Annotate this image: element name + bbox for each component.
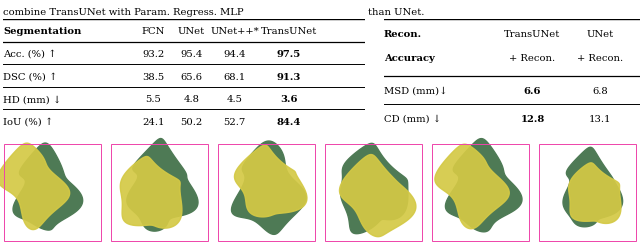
Text: CD (mm) ↓: CD (mm) ↓ [384, 114, 441, 124]
Text: 6.8: 6.8 [593, 86, 608, 95]
Text: combine TransUNet with Param. Regress. MLP: combine TransUNet with Param. Regress. M… [3, 8, 244, 16]
Polygon shape [435, 144, 509, 229]
Text: 95.4: 95.4 [180, 50, 202, 59]
Polygon shape [563, 148, 623, 227]
Polygon shape [234, 146, 307, 217]
Text: 50.2: 50.2 [180, 117, 202, 126]
Text: MSD (mm)↓: MSD (mm)↓ [384, 86, 447, 95]
Polygon shape [0, 144, 70, 230]
Bar [432, 144, 529, 241]
Text: + Recon.: + Recon. [509, 54, 556, 62]
Polygon shape [569, 163, 621, 224]
Text: UNet: UNet [587, 30, 614, 39]
Polygon shape [232, 142, 307, 234]
Text: IoU (%) ↑: IoU (%) ↑ [3, 117, 54, 126]
Polygon shape [13, 144, 83, 230]
Text: 5.5: 5.5 [145, 95, 161, 104]
Text: than UNet.: than UNet. [368, 8, 424, 16]
Text: 4.5: 4.5 [227, 95, 243, 104]
Polygon shape [445, 139, 522, 232]
Text: 93.2: 93.2 [142, 50, 164, 59]
Text: 52.7: 52.7 [223, 117, 246, 126]
Text: 68.1: 68.1 [223, 72, 246, 81]
Text: HD (mm) ↓: HD (mm) ↓ [3, 95, 61, 104]
Text: 97.5: 97.5 [276, 50, 301, 59]
Text: + Recon.: + Recon. [577, 54, 623, 62]
Bar [4, 144, 101, 241]
Text: 4.8: 4.8 [183, 95, 199, 104]
Text: 84.4: 84.4 [276, 117, 301, 126]
Text: 6.6: 6.6 [524, 86, 541, 95]
Polygon shape [127, 139, 198, 231]
Text: FCN: FCN [141, 27, 165, 36]
Text: 38.5: 38.5 [142, 72, 164, 81]
Text: 94.4: 94.4 [223, 50, 246, 59]
Bar [218, 144, 315, 241]
Bar [111, 144, 208, 241]
Text: UNet: UNet [178, 27, 205, 36]
Text: DSC (%) ↑: DSC (%) ↑ [3, 72, 58, 81]
Text: 3.6: 3.6 [280, 95, 298, 104]
Text: TransUNet: TransUNet [260, 27, 317, 36]
Text: Accuracy: Accuracy [384, 54, 435, 62]
Text: TransUNet: TransUNet [504, 30, 561, 39]
Polygon shape [120, 157, 182, 228]
Text: Recon.: Recon. [384, 30, 422, 39]
Text: 65.6: 65.6 [180, 72, 202, 81]
Text: 24.1: 24.1 [142, 117, 164, 126]
Polygon shape [340, 144, 408, 234]
Bar [325, 144, 422, 241]
Text: 12.8: 12.8 [520, 114, 545, 124]
Text: 91.3: 91.3 [276, 72, 301, 81]
Text: 13.1: 13.1 [589, 114, 612, 124]
Text: Acc. (%) ↑: Acc. (%) ↑ [3, 50, 57, 59]
Text: UNet++*: UNet++* [211, 27, 259, 36]
Bar [539, 144, 636, 241]
Text: Segmentation: Segmentation [3, 27, 81, 36]
Polygon shape [339, 155, 416, 237]
